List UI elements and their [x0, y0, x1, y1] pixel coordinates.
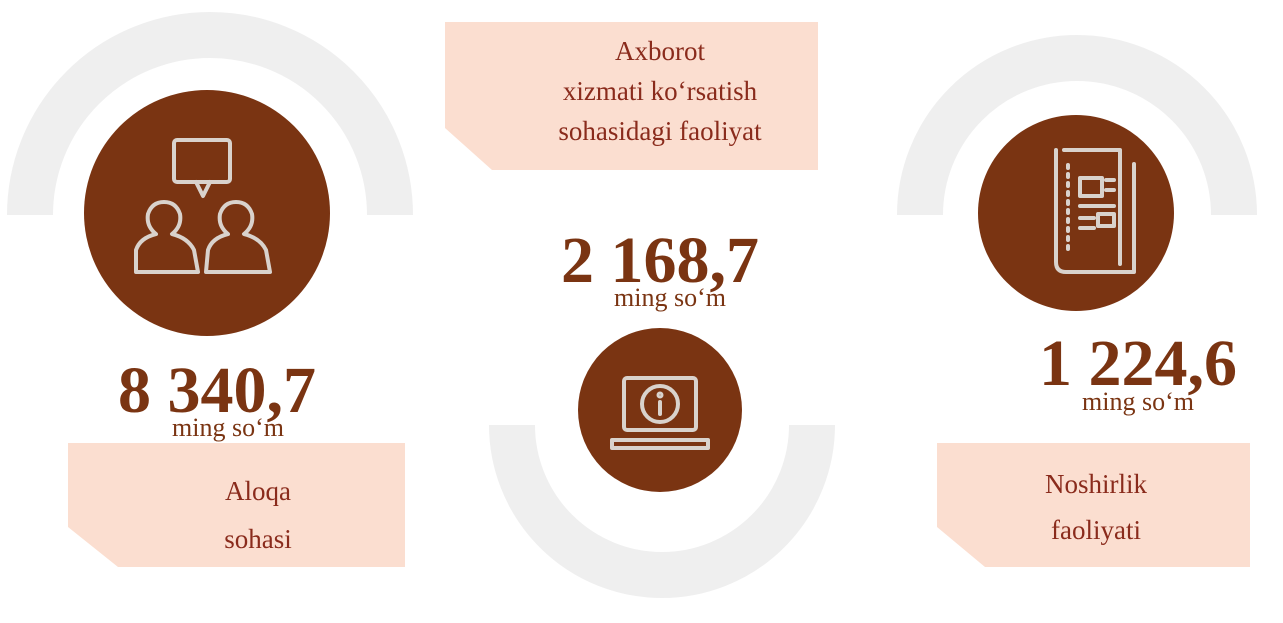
icon-circle-left: [84, 90, 330, 336]
arc-left: [7, 12, 413, 216]
label-line: sohasidagi faoliyat: [558, 116, 762, 146]
icon-people: [134, 138, 272, 274]
label-box-center: [445, 22, 818, 170]
unit: ming so‘m: [614, 283, 726, 312]
value: 2 168,7: [561, 224, 759, 297]
arc-center: [489, 424, 835, 598]
arc-right: [897, 35, 1257, 216]
value: 8 340,7: [118, 354, 316, 427]
label-line: sohasi: [224, 524, 292, 554]
unit: ming so‘m: [1082, 387, 1194, 416]
unit: ming so‘m: [172, 413, 284, 442]
label-line: Axborot: [615, 36, 705, 66]
label-box-right: [937, 443, 1250, 567]
icon-circle-right: [978, 115, 1174, 311]
icon-book: [1054, 148, 1136, 274]
label-line: Aloqa: [225, 476, 291, 506]
icon-laptop: [610, 376, 710, 450]
label-line: Noshirlik: [1045, 469, 1148, 499]
value: 1 224,6: [1039, 327, 1237, 400]
label-line: xizmati ko‘rsatish: [563, 76, 758, 106]
label-box-left: [68, 443, 405, 567]
label-line: faoliyati: [1051, 515, 1141, 545]
